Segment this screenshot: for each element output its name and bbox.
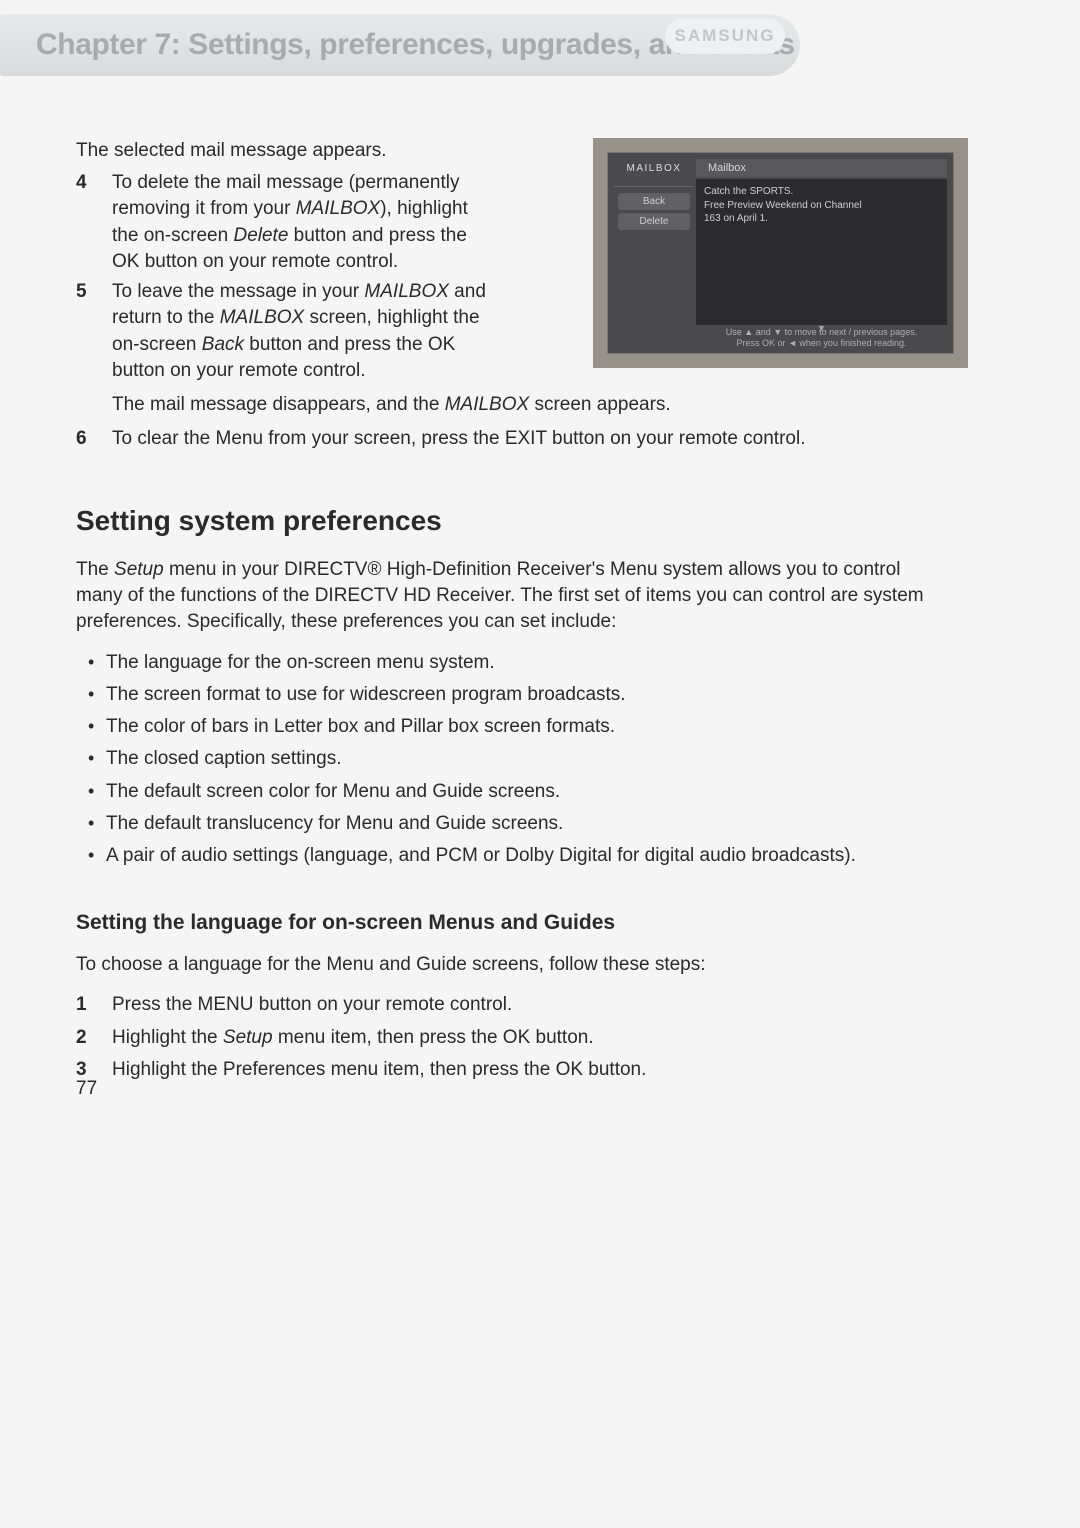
lang-step-1-body: Press the MENU button on your remote con… <box>112 992 946 1018</box>
page-body: The selected mail message appears. 4 To … <box>76 138 946 1089</box>
step-number: 6 <box>76 426 112 452</box>
text-run: menu in your DIRECTV® High-Definition Re… <box>76 559 924 632</box>
prefs-bullet: The screen format to use for widescreen … <box>84 682 946 708</box>
mailbox-term: MAILBOX <box>296 198 380 219</box>
brand-badge: SAMSUNG <box>665 18 785 54</box>
prefs-bullet: The color of bars in Letter box and Pill… <box>84 714 946 740</box>
step-number: 4 <box>76 170 112 196</box>
text-run: The mail message disappears, and the <box>112 394 445 415</box>
prefs-bullet-list: The language for the on-screen menu syst… <box>84 650 946 870</box>
text-run: To leave the message in your <box>112 281 364 302</box>
step-4: 4 To delete the mail message (permanentl… <box>76 170 946 275</box>
lang-step-3: 3 Highlight the Preferences menu item, t… <box>76 1057 946 1083</box>
setup-term: Setup <box>114 559 164 580</box>
prefs-bullet: The default screen color for Menu and Gu… <box>84 779 946 805</box>
mail-steps-list-2: 6 To clear the Menu from your screen, pr… <box>76 426 946 452</box>
page-number: 77 <box>76 1078 97 1100</box>
lang-steps-list: 1 Press the MENU button on your remote c… <box>76 992 946 1083</box>
step-6-body: To clear the Menu from your screen, pres… <box>112 426 946 452</box>
lang-heading: Setting the language for on-screen Menus… <box>76 909 946 938</box>
step-number: 1 <box>76 992 112 1018</box>
prefs-heading: Setting system preferences <box>76 502 946 541</box>
mailbox-term: MAILBOX <box>364 281 448 302</box>
prefs-para: The Setup menu in your DIRECTV® High-Def… <box>76 557 946 636</box>
step-5: 5 To leave the message in your MAILBOX a… <box>76 279 946 384</box>
step-number: 5 <box>76 279 112 305</box>
prefs-bullet: A pair of audio settings (language, and … <box>84 843 946 869</box>
text-run: Highlight the <box>112 1027 223 1048</box>
disappear-line: The mail message disappears, and the MAI… <box>112 392 946 418</box>
prefs-bullet: The closed caption settings. <box>84 746 946 772</box>
text-run: menu item, then press the OK button. <box>273 1027 594 1048</box>
lang-step-2: 2 Highlight the Setup menu item, then pr… <box>76 1025 946 1051</box>
text-run: The <box>76 559 114 580</box>
mailbox-term: MAILBOX <box>445 394 529 415</box>
step-4-body: To delete the mail message (permanently … <box>112 170 492 275</box>
back-term: Back <box>202 334 244 355</box>
lang-step-1: 1 Press the MENU button on your remote c… <box>76 992 946 1018</box>
lang-step-2-body: Highlight the Setup menu item, then pres… <box>112 1025 946 1051</box>
brand-text: SAMSUNG <box>675 26 776 46</box>
mail-steps-list: 4 To delete the mail message (permanentl… <box>76 170 946 384</box>
mailbox-term: MAILBOX <box>220 307 304 328</box>
prefs-bullet: The language for the on-screen menu syst… <box>84 650 946 676</box>
delete-term: Delete <box>233 225 288 246</box>
prefs-bullet: The default translucency for Menu and Gu… <box>84 811 946 837</box>
setup-term: Setup <box>223 1027 273 1048</box>
step-6: 6 To clear the Menu from your screen, pr… <box>76 426 946 452</box>
text-run: screen appears. <box>529 394 671 415</box>
intro-line: The selected mail message appears. <box>76 138 946 164</box>
step-5-body: To leave the message in your MAILBOX and… <box>112 279 946 384</box>
lang-intro: To choose a language for the Menu and Gu… <box>76 952 946 978</box>
step-number: 2 <box>76 1025 112 1051</box>
lang-step-3-body: Highlight the Preferences menu item, the… <box>112 1057 946 1083</box>
